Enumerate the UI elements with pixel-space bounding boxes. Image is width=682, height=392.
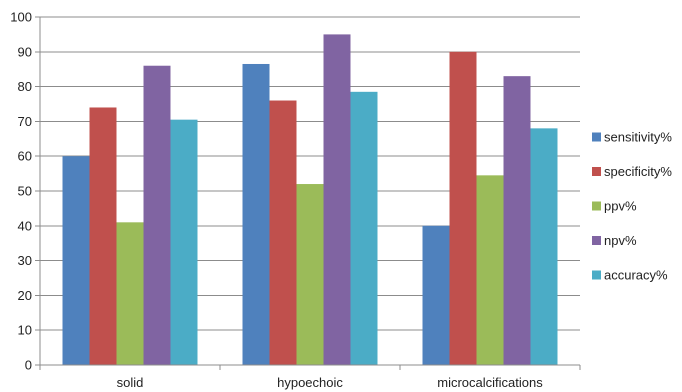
bar-ppv-microcalcifications	[476, 175, 504, 365]
bar-sensitivity-hypoechoic	[242, 63, 270, 365]
y-tick-label: 30	[18, 253, 32, 268]
x-axis-ticks: solid hypoechoic microcalcifications	[117, 375, 544, 390]
bar-accuracy-solid	[170, 119, 198, 365]
bar-npv-solid	[143, 65, 171, 365]
bar-sensitivity-microcalcifications	[422, 225, 450, 365]
y-tick-label: 40	[18, 218, 32, 233]
legend: sensitivity% specificity% ppv% npv% accuracy…	[592, 130, 672, 283]
y-tick-label: 70	[18, 114, 32, 129]
bars	[62, 34, 558, 366]
y-tick-label: 20	[18, 288, 32, 303]
legend-label: sensitivity%	[604, 130, 672, 145]
x-axis	[35, 17, 581, 370]
bar-npv-hypoechoic	[323, 34, 351, 366]
y-axis-ticks: 0 10 20 30 40 50 60 70 80 90 100	[10, 10, 40, 373]
legend-label: accuracy%	[604, 268, 668, 283]
bar-accuracy-microcalcifications	[530, 128, 558, 365]
y-tick-label: 60	[18, 149, 32, 164]
x-tick-label: microcalcifications	[437, 375, 543, 390]
legend-swatch	[592, 167, 601, 176]
bar-ppv-hypoechoic	[296, 184, 324, 365]
y-tick-label: 100	[10, 10, 32, 25]
y-tick-label: 0	[25, 358, 32, 373]
legend-swatch	[592, 236, 601, 245]
bar-specificity-hypoechoic	[269, 100, 297, 366]
legend-label: npv%	[604, 233, 637, 248]
legend-swatch	[592, 270, 601, 280]
y-tick-label: 80	[18, 79, 32, 94]
bar-npv-microcalcifications	[503, 76, 531, 365]
legend-label: specificity%	[604, 164, 672, 179]
legend-swatch	[592, 132, 601, 142]
y-tick-label: 50	[18, 184, 32, 199]
bar-ppv-solid	[116, 222, 144, 365]
y-tick-label: 90	[18, 44, 32, 59]
x-tick-label: solid	[117, 375, 144, 390]
bar-specificity-solid	[89, 107, 117, 365]
bar-accuracy-hypoechoic	[350, 91, 378, 365]
bar-specificity-microcalcifications	[449, 51, 477, 366]
y-tick-label: 10	[18, 323, 32, 338]
bar-sensitivity-solid	[62, 156, 90, 365]
legend-label: ppv%	[604, 199, 637, 214]
legend-swatch	[592, 201, 601, 211]
x-tick-label: hypoechoic	[277, 375, 343, 390]
